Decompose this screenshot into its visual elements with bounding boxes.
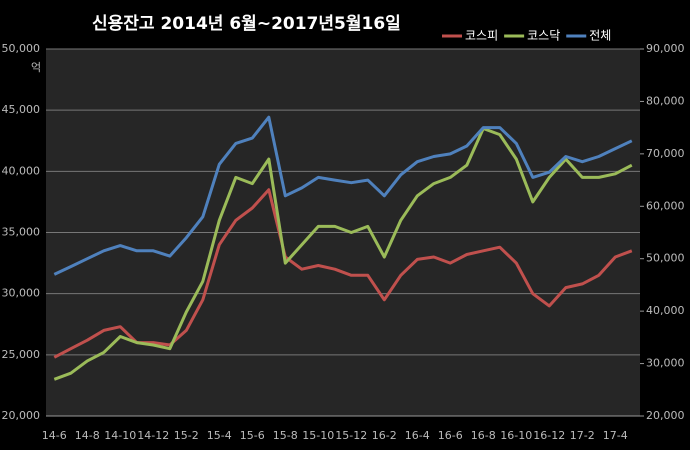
x-tick-label: 14-12 [137,429,169,442]
y2-tick-label: 50,000 [646,252,685,265]
y-tick-label: 45,000 [2,103,41,116]
legend-label: 코스닥 [527,29,560,43]
x-tick-label: 17-4 [603,429,628,442]
y-tick-label: 40,000 [2,164,41,177]
y2-tick-label: 60,000 [646,199,685,212]
x-tick-label: 15-8 [273,429,298,442]
y-tick-label: 35,000 [2,226,41,239]
x-tick-label: 16-2 [372,429,397,442]
y2-tick-label: 30,000 [646,357,685,370]
x-tick-label: 15-12 [335,429,367,442]
x-tick-label: 16-10 [500,429,532,442]
x-tick-label: 15-4 [207,429,232,442]
x-tick-label: 14-8 [75,429,100,442]
x-tick-label: 16-4 [405,429,430,442]
chart-title: 신용잔고 2014년 6월~2017년5월16일 [92,14,401,34]
y-tick-label: 30,000 [2,287,41,300]
x-tick-label: 15-10 [302,429,334,442]
y2-tick-label: 80,000 [646,94,685,107]
x-tick-label: 15-2 [174,429,199,442]
y-axis-label: 억 [31,61,41,74]
x-tick-label: 14-6 [42,429,67,442]
x-tick-label: 17-2 [570,429,595,442]
y2-tick-label: 70,000 [646,147,685,160]
y2-tick-label: 20,000 [646,409,685,422]
x-tick-label: 16-6 [438,429,463,442]
legend-label: 전체 [589,29,611,43]
x-tick-label: 14-10 [104,429,136,442]
x-tick-label: 15-6 [240,429,265,442]
y2-tick-label: 40,000 [646,304,685,317]
series-line [53,127,633,381]
series-line [53,115,633,276]
x-tick-label: 16-8 [471,429,496,442]
y2-tick-label: 90,000 [646,42,685,55]
x-tick-label: 16-12 [533,429,565,442]
y-tick-label: 20,000 [2,409,41,422]
legend-label: 코스피 [465,29,498,43]
y-tick-label: 25,000 [2,348,41,361]
series-line [53,188,633,359]
y-tick-label: 50,000 [2,42,41,55]
